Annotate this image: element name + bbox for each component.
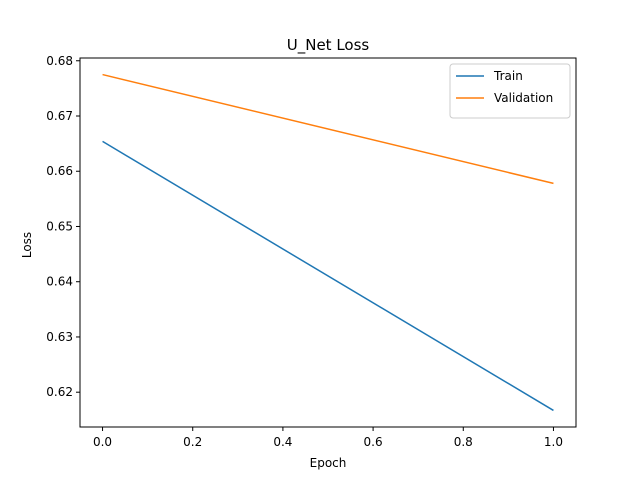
x-axis: 0.0 0.2 0.4 0.6 0.8 1.0 bbox=[93, 427, 563, 449]
y-tick-label: 0.68 bbox=[46, 54, 73, 68]
legend-box bbox=[449, 63, 571, 119]
y-tick-label: 0.67 bbox=[46, 109, 73, 123]
series-line-train bbox=[102, 140, 554, 412]
x-tick-label: 0.6 bbox=[364, 435, 383, 449]
legend-label-validation: Validation bbox=[494, 91, 553, 105]
series-line-validation bbox=[102, 73, 554, 185]
y-tick-label: 0.62 bbox=[46, 385, 73, 399]
series-layer bbox=[102, 73, 554, 412]
plot-frame bbox=[79, 57, 577, 428]
y-tick-label: 0.63 bbox=[46, 330, 73, 344]
y-axis-label: Loss bbox=[20, 232, 34, 258]
y-tick-label: 0.64 bbox=[46, 275, 73, 289]
x-tick-label: 0.8 bbox=[454, 435, 473, 449]
x-tick-label: 0.4 bbox=[273, 435, 292, 449]
chart-title: U_Net Loss bbox=[287, 36, 370, 55]
x-tick-label: 0.0 bbox=[93, 435, 112, 449]
y-axis: 0.62 0.63 0.64 0.65 0.66 0.67 0.68 bbox=[46, 54, 80, 399]
plot-area bbox=[79, 57, 577, 428]
x-tick-label: 1.0 bbox=[544, 435, 563, 449]
legend: Train Validation bbox=[449, 63, 571, 119]
y-tick-label: 0.66 bbox=[46, 164, 73, 178]
y-tick-label: 0.65 bbox=[46, 219, 73, 233]
legend-label-train: Train bbox=[493, 69, 523, 83]
x-tick-label: 0.2 bbox=[183, 435, 202, 449]
x-axis-label: Epoch bbox=[310, 456, 347, 470]
